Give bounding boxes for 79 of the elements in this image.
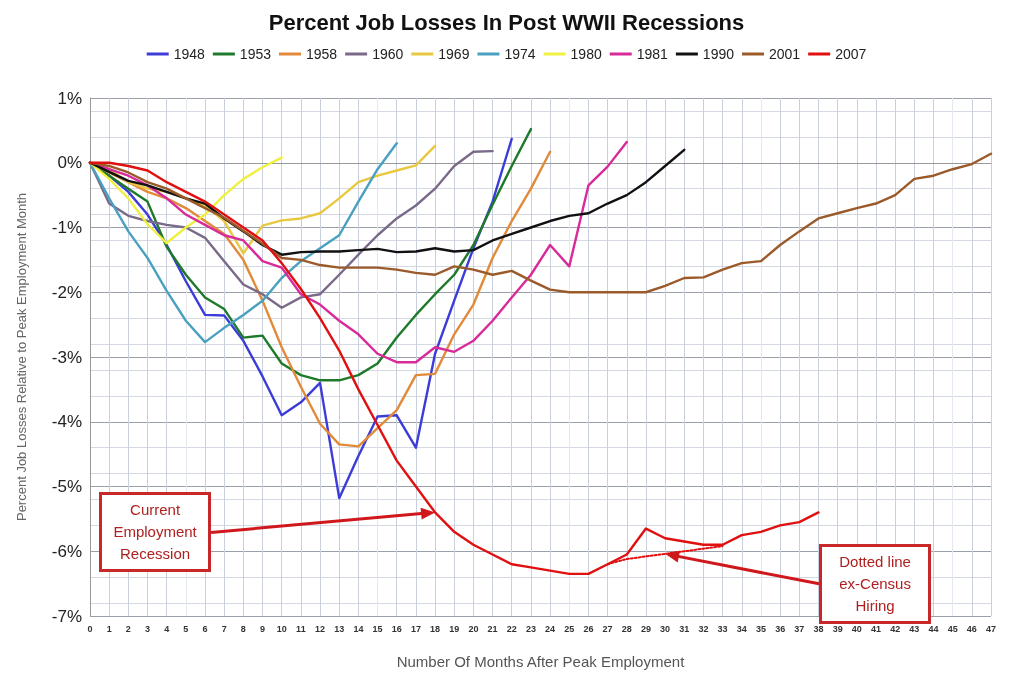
y-tick-label: 0% (57, 153, 82, 173)
x-tick-label: 43 (909, 623, 920, 634)
x-tick-label: 2 (125, 623, 131, 634)
x-tick-label: 22 (506, 623, 517, 634)
x-tick-label: 17 (410, 623, 421, 634)
line-series (606, 545, 724, 566)
x-tick-label: 6 (202, 623, 208, 634)
x-tick-label: 42 (890, 623, 901, 634)
x-tick-label: 13 (334, 623, 345, 634)
x-tick-label: 25 (564, 623, 575, 634)
x-tick-label: 10 (276, 623, 287, 634)
legend-label: 1981 (636, 46, 669, 62)
x-tick-label: 19 (449, 623, 460, 634)
x-tick-label: 14 (353, 623, 364, 634)
y-tick-label: -4% (51, 412, 82, 432)
y-tick-label: 1% (57, 88, 82, 108)
legend-label: 2001 (769, 46, 801, 62)
x-tick-label: 44 (928, 623, 939, 634)
y-tick-label: -5% (51, 477, 82, 496)
x-tick-label: 37 (794, 623, 805, 634)
x-tick-label: 5 (183, 623, 189, 634)
legend-label: 1958 (305, 46, 338, 62)
x-tick-label: 41 (870, 623, 881, 634)
legend-label: 1974 (504, 46, 536, 62)
x-tick-label: 32 (698, 623, 709, 634)
x-tick-label: 31 (679, 623, 690, 634)
legend-label: 1990 (702, 46, 735, 62)
x-tick-label: 47 (985, 623, 997, 634)
line-series (88, 148, 686, 256)
y-tick-label: -1% (51, 218, 82, 237)
x-tick-label: 4 (164, 623, 170, 634)
x-tick-label: 38 (813, 623, 824, 634)
x-tick-label: 29 (640, 623, 651, 634)
x-tick-label: 21 (487, 623, 498, 634)
legend-label: 1980 (570, 46, 602, 62)
x-tick-label: 45 (947, 623, 958, 634)
x-tick-label: 9 (260, 623, 266, 634)
x-tick-label: 30 (660, 623, 671, 634)
x-tick-label: 27 (602, 623, 613, 634)
x-tick-label: 24 (545, 623, 556, 634)
x-tick-label: 39 (832, 623, 843, 634)
legend-label: 1960 (372, 46, 404, 62)
x-tick-label: 20 (468, 623, 479, 634)
line-series (88, 149, 494, 309)
line-series (88, 156, 283, 245)
x-tick-label: 33 (717, 623, 728, 634)
x-tick-label: 1 (106, 623, 112, 634)
annotation: Dotted line ex-Census Hiring (819, 543, 932, 624)
y-axis-title: Percent Job Losses Relative to Peak Employment Month (14, 192, 29, 522)
chart-title: Percent Job Losses In Post WWII Recessions (268, 9, 745, 35)
x-tick-label: 16 (391, 623, 402, 634)
x-tick-label: 34 (736, 623, 747, 634)
x-tick-label: 23 (525, 623, 536, 634)
legend-label: 1969 (438, 46, 470, 62)
x-tick-label: 26 (583, 623, 594, 634)
x-tick-label: 15 (372, 623, 383, 634)
x-tick-label: 8 (240, 623, 246, 634)
x-tick-label: 3 (145, 623, 151, 634)
x-axis-title: Number Of Months After Peak Employment (396, 653, 686, 670)
annotation: Current Employment Recession (99, 492, 212, 573)
y-tick-label: -6% (51, 541, 82, 561)
legend-label: 1948 (173, 46, 206, 62)
legend-label: 2007 (835, 46, 867, 62)
x-tick-label: 46 (966, 623, 977, 634)
x-tick-label: 40 (851, 623, 862, 634)
x-tick-label: 0 (87, 623, 93, 634)
y-tick-label: -2% (51, 282, 82, 302)
x-tick-label: 28 (621, 623, 632, 634)
x-tick-label: 18 (430, 623, 441, 634)
x-tick-label: 11 (296, 623, 306, 634)
x-tick-label: 36 (775, 623, 786, 634)
x-tick-label: 12 (315, 623, 326, 634)
x-tick-label: 35 (755, 623, 766, 634)
line-series (88, 142, 398, 344)
line-series (88, 161, 820, 576)
x-tick-label: 7 (221, 623, 227, 634)
legend-label: 1953 (239, 46, 272, 62)
y-tick-label: -7% (51, 606, 82, 626)
y-tick-label: -3% (51, 347, 82, 367)
